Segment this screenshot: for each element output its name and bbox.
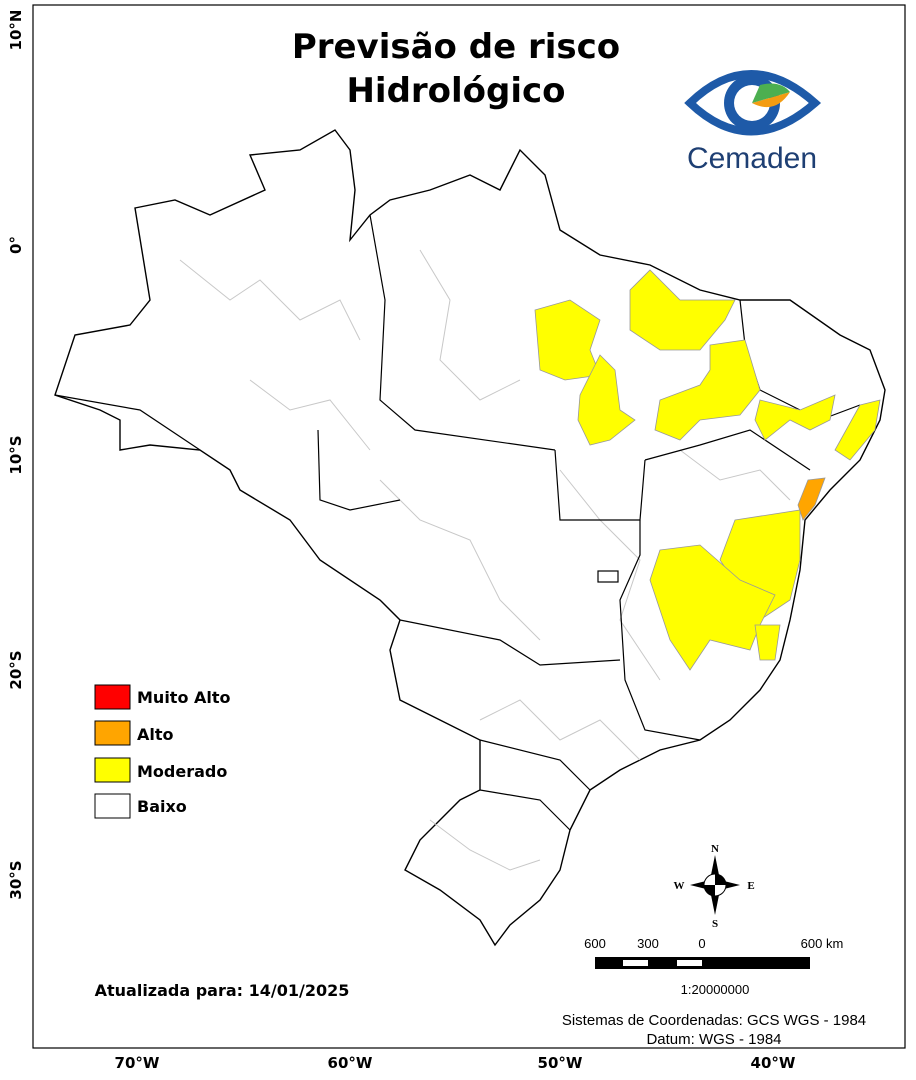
compass-letter: N: [711, 843, 719, 855]
scale-bar: 600 300 0 600 km 1:20000000: [584, 936, 843, 997]
logo: Cemaden: [684, 70, 822, 175]
legend-label: Moderado: [137, 762, 227, 781]
longitude-label: 40°W: [751, 1054, 796, 1072]
basin-lines: [179, 249, 791, 871]
state-borders: [54, 214, 861, 831]
latitude-label: 10°S: [7, 435, 25, 474]
scale-label: 0: [698, 936, 705, 951]
risk-region: [754, 624, 781, 661]
risk-region: [834, 399, 881, 461]
risk-region: [649, 544, 776, 671]
legend-label: Baixo: [137, 797, 187, 816]
scale-label: 300: [637, 936, 659, 951]
update-date: Atualizada para: 14/01/2025: [95, 981, 350, 1000]
risk-region: [797, 477, 826, 521]
longitude-label: 70°W: [115, 1054, 160, 1072]
scale-ratio: 1:20000000: [681, 982, 750, 997]
risk-region: [754, 394, 836, 441]
legend-label: Muito Alto: [137, 688, 231, 707]
latitude-label: 0°: [7, 236, 25, 254]
longitude-label: 50°W: [538, 1054, 583, 1072]
legend-swatch: [94, 757, 131, 783]
risk-region: [654, 339, 761, 441]
compass: N S E W: [674, 843, 755, 930]
latitude-label: 30°S: [7, 860, 25, 899]
compass-letter: S: [712, 918, 718, 930]
logo-text: Cemaden: [687, 142, 817, 175]
crs-note: Sistemas de Coordenadas: GCS WGS - 1984: [562, 1012, 866, 1029]
compass-letter: E: [747, 880, 754, 892]
legend-swatch: [94, 720, 131, 746]
datum-note: Datum: WGS - 1984: [646, 1031, 781, 1048]
title-line: Hidrológico: [346, 71, 565, 111]
risk-regions: [534, 269, 881, 671]
longitude-label: 60°W: [328, 1054, 373, 1072]
legend-label: Alto: [137, 725, 174, 744]
compass-letter: W: [674, 880, 685, 892]
scale-label: 600: [584, 936, 606, 951]
latitude-label: 20°S: [7, 650, 25, 689]
risk-region: [629, 269, 736, 351]
scale-label: 600 km: [801, 936, 844, 951]
title-line: Previsão de risco: [292, 27, 620, 67]
latitude-label: 10°N: [7, 10, 25, 51]
risk-region: [534, 299, 601, 381]
legend: Muito Alto Alto Moderado Baixo: [94, 684, 231, 819]
risk-region: [577, 354, 636, 446]
legend-swatch: [94, 793, 131, 819]
legend-swatch: [94, 684, 131, 710]
